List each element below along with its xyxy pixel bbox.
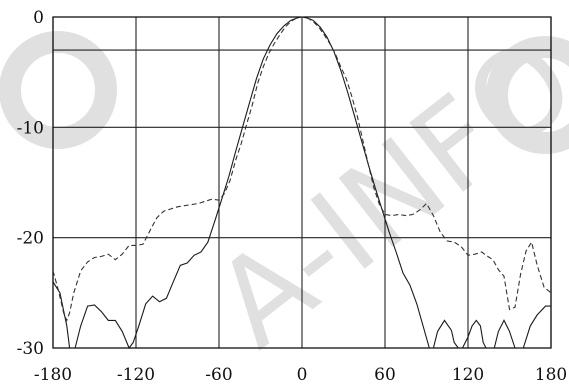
x-tick-label: 0 xyxy=(297,365,308,385)
y-tick-label: -10 xyxy=(17,118,44,138)
x-tick-label: -120 xyxy=(117,365,155,385)
x-tick-label: 60 xyxy=(374,365,396,385)
watermark: A-INFO xyxy=(0,11,569,374)
x-tick-label: 120 xyxy=(452,365,484,385)
watermark-ring-right xyxy=(486,36,569,154)
y-tick-label: -20 xyxy=(17,229,44,249)
series-line-solid xyxy=(52,16,551,350)
x-tick-label: -60 xyxy=(205,365,232,385)
series-layer xyxy=(52,16,552,350)
tick-layer: -180 -120 -60 0 60 120 180 0 -10 -20 -30 xyxy=(17,8,568,385)
x-tick-label: -180 xyxy=(34,365,72,385)
series-line-dashed xyxy=(52,16,552,322)
y-tick-label: -30 xyxy=(17,339,44,359)
watermark-ring-left xyxy=(0,31,117,149)
watermark-text: A-INFO xyxy=(191,11,569,374)
y-tick-label: 0 xyxy=(33,8,44,28)
x-tick-label: 180 xyxy=(535,365,567,385)
